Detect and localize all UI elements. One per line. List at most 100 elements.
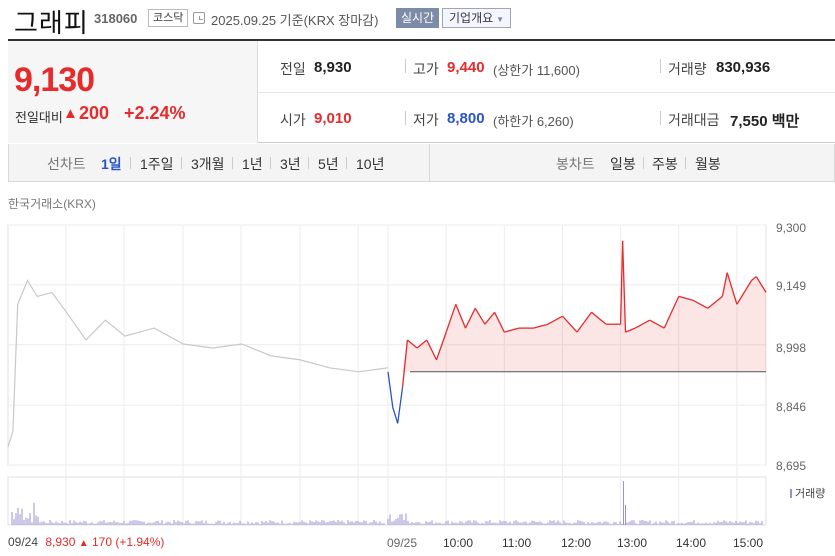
low-value: 8,800 [447, 110, 485, 127]
company-overview-label: 기업개요 [449, 11, 494, 25]
diff-value: 200 [79, 103, 110, 123]
divider [181, 157, 182, 169]
price-segment [736, 280, 753, 305]
x-tick-label: 12:00 [561, 536, 592, 550]
high-value: 9,440 [447, 59, 485, 76]
price-segment [649, 319, 665, 329]
price-segment [387, 371, 394, 408]
y-tick-label: 9,149 [776, 279, 807, 293]
upper-limit: (상한가 11,600) [493, 63, 580, 78]
current-price-panel: 9,130 전일대비 ▲ 200 +2.24% [8, 41, 258, 143]
clock-icon [193, 12, 205, 24]
price-segment [426, 339, 438, 361]
market-badge: 코스닥 [148, 9, 189, 27]
tab-weekly-candle[interactable]: 주봉 [652, 156, 678, 172]
above-reference-area [388, 240, 766, 372]
y-tick-label: 8,998 [776, 341, 807, 355]
price-segment [397, 387, 404, 424]
price-segment [474, 307, 486, 325]
prev-close-price: 8,930 [45, 535, 76, 549]
source-label: 한국거래소(KRX) [8, 197, 96, 211]
y-tick-label: 8,695 [776, 459, 807, 473]
price-segment [406, 339, 418, 349]
price-segment [401, 339, 409, 388]
divider [405, 59, 406, 73]
price-segment [562, 315, 578, 333]
intraday-chart[interactable]: 9,300 9,149 8,998 8,846 8,695 거래량 09/24 … [0, 215, 835, 556]
line-chart-label: 선차트 [47, 156, 86, 172]
row-divider [258, 92, 835, 93]
open-value: 9,010 [314, 110, 352, 127]
prev-close-date: 09/24 [8, 535, 39, 549]
tab-daily-candle[interactable]: 일봉 [610, 156, 636, 172]
up-arrow-icon: ▲ [63, 105, 78, 122]
chart-canvas [7, 224, 767, 526]
chart-period-tabs: 선차트 1일 1주일 3개월 1년 3년 5년 10년 봉차트 일봉 주봉 월봉 [8, 144, 835, 182]
volume-legend-swatch [790, 489, 792, 498]
price-segment [533, 323, 549, 329]
prev-close-value: 8,930 [314, 59, 352, 76]
price-segment [576, 311, 593, 333]
prev-close-change: 170 (+1.94%) [92, 535, 165, 549]
price-segment [692, 299, 709, 309]
price-segment [455, 304, 467, 329]
divider [270, 157, 271, 169]
divider [130, 157, 131, 169]
price-segment [625, 327, 636, 333]
divider [405, 111, 406, 125]
tab-1d[interactable]: 1일 [101, 156, 122, 172]
candle-chart-label: 봉차트 [556, 156, 595, 172]
price-segment [726, 272, 738, 305]
volume-frame [7, 476, 767, 526]
price-segment [619, 240, 624, 325]
price-segment [445, 304, 457, 333]
divider [685, 157, 686, 169]
volume-legend-label: 거래량 [795, 488, 826, 500]
price-segment [755, 276, 767, 293]
lower-limit: (하한가 6,260) [493, 114, 574, 129]
tab-3m[interactable]: 3개월 [191, 156, 225, 172]
price-segment [464, 308, 476, 329]
divider [346, 157, 347, 169]
x-tick-label: 11:00 [502, 536, 532, 550]
price-segment [416, 339, 428, 349]
tab-3y[interactable]: 3년 [280, 156, 301, 172]
company-overview-button[interactable]: 기업개요 ▼ [442, 8, 512, 28]
base-date: 2025.09.25 기준(KRX 장마감) [211, 13, 379, 28]
volume-value: 830,936 [716, 59, 771, 76]
price-segment [504, 327, 519, 333]
tab-5y[interactable]: 5년 [318, 156, 339, 172]
diff-percent: +2.24% [124, 103, 186, 123]
price-segment [494, 312, 505, 333]
price-segment [721, 272, 728, 297]
high-label: 고가 [413, 61, 439, 77]
stock-name: 그래피 [14, 9, 89, 39]
amount-value: 7,550 백만 [730, 113, 800, 130]
price-segment [707, 295, 723, 309]
divider [232, 157, 233, 169]
stock-header: 그래피 318060 코스닥 2025.09.25 기준(KRX 장마감) 실시… [0, 0, 835, 39]
realtime-button[interactable]: 실시간 [396, 8, 440, 28]
price-segment [678, 295, 694, 302]
x-tick-label: 13:00 [617, 536, 648, 550]
divider [429, 144, 430, 181]
tab-1w[interactable]: 1주일 [140, 156, 174, 172]
stock-code: 318060 [94, 11, 138, 26]
divider [643, 157, 644, 169]
open-label: 시가 [280, 112, 306, 128]
caret-down-icon: ▼ [496, 15, 505, 24]
price-segment [591, 311, 607, 325]
tab-monthly-candle[interactable]: 월봉 [695, 156, 721, 172]
price-segment [547, 315, 563, 325]
price-summary: 9,130 전일대비 ▲ 200 +2.24% 전일 8,930 고가 9,44… [8, 39, 835, 143]
price-segment [435, 331, 447, 361]
divider [660, 59, 661, 73]
price-segment [751, 276, 757, 282]
x-tick-label: 15:00 [733, 536, 764, 550]
tab-1y[interactable]: 1년 [242, 156, 263, 172]
up-arrow-icon: ▲ [78, 538, 89, 549]
tab-10y[interactable]: 10년 [356, 156, 385, 172]
amount-label: 거래대금 [668, 112, 720, 128]
x-tick-label: 14:00 [676, 536, 707, 550]
price-segment [484, 311, 496, 325]
